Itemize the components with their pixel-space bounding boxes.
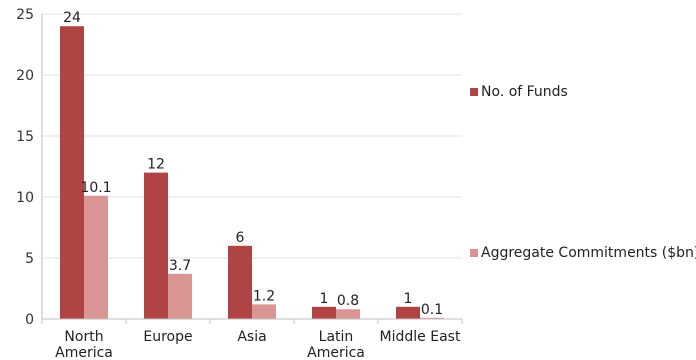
y-tick-label: 5 [25,251,34,267]
bar-no-of-funds [144,172,168,319]
bar-no-of-funds [396,306,420,319]
bar-aggregate-commitments [336,309,360,319]
bar-aggregate-commitments [252,304,276,319]
x-category-label: Asia [237,329,266,345]
bar-aggregate-commitments [168,273,192,319]
legend-swatch-no-of-funds [470,88,478,96]
legend-item-aggregate-commitments: Aggregate Commitments ($bn) [470,245,696,261]
x-category-label: America [55,345,113,360]
legend-item-no-of-funds: No. of Funds [470,84,568,100]
bar-aggregate-commitments [84,195,108,319]
y-tick-label: 25 [16,7,34,23]
y-tick-label: 0 [25,312,34,328]
x-category-label: Middle East [380,329,461,345]
data-label: 1 [320,291,329,307]
y-tick-label: 20 [16,68,34,84]
data-label: 1 [404,291,413,307]
legend-label-aggregate-commitments: Aggregate Commitments ($bn) [481,245,696,261]
y-tick-label: 10 [16,190,34,206]
data-label: 0.1 [421,302,443,318]
data-labels: 24 12 6 1 1 10.1 3.7 1.2 0.8 0.1 [63,10,443,318]
legend-label-no-of-funds: No. of Funds [481,84,568,100]
x-category-label: North [64,329,103,345]
gridlines [42,13,462,259]
bar-no-of-funds [60,26,84,319]
data-label: 1.2 [253,288,275,304]
data-label: 3.7 [169,258,191,274]
legend-swatch-aggregate-commitments [470,249,478,257]
data-label: 0.8 [337,293,359,309]
x-category-label: Europe [143,329,192,345]
x-category-label: America [307,345,365,360]
bar-no-of-funds [228,245,252,319]
data-label: 6 [236,230,245,246]
bar-aggregate-commitments [420,317,444,319]
y-axis: 0 5 10 15 20 25 [16,7,43,328]
data-label: 10.1 [80,180,111,196]
data-label: 12 [147,157,165,173]
x-category-label: Latin [319,329,354,345]
y-tick-label: 15 [16,129,34,145]
bar-no-of-funds [312,306,336,319]
bars [60,26,444,319]
data-label: 24 [63,10,81,26]
